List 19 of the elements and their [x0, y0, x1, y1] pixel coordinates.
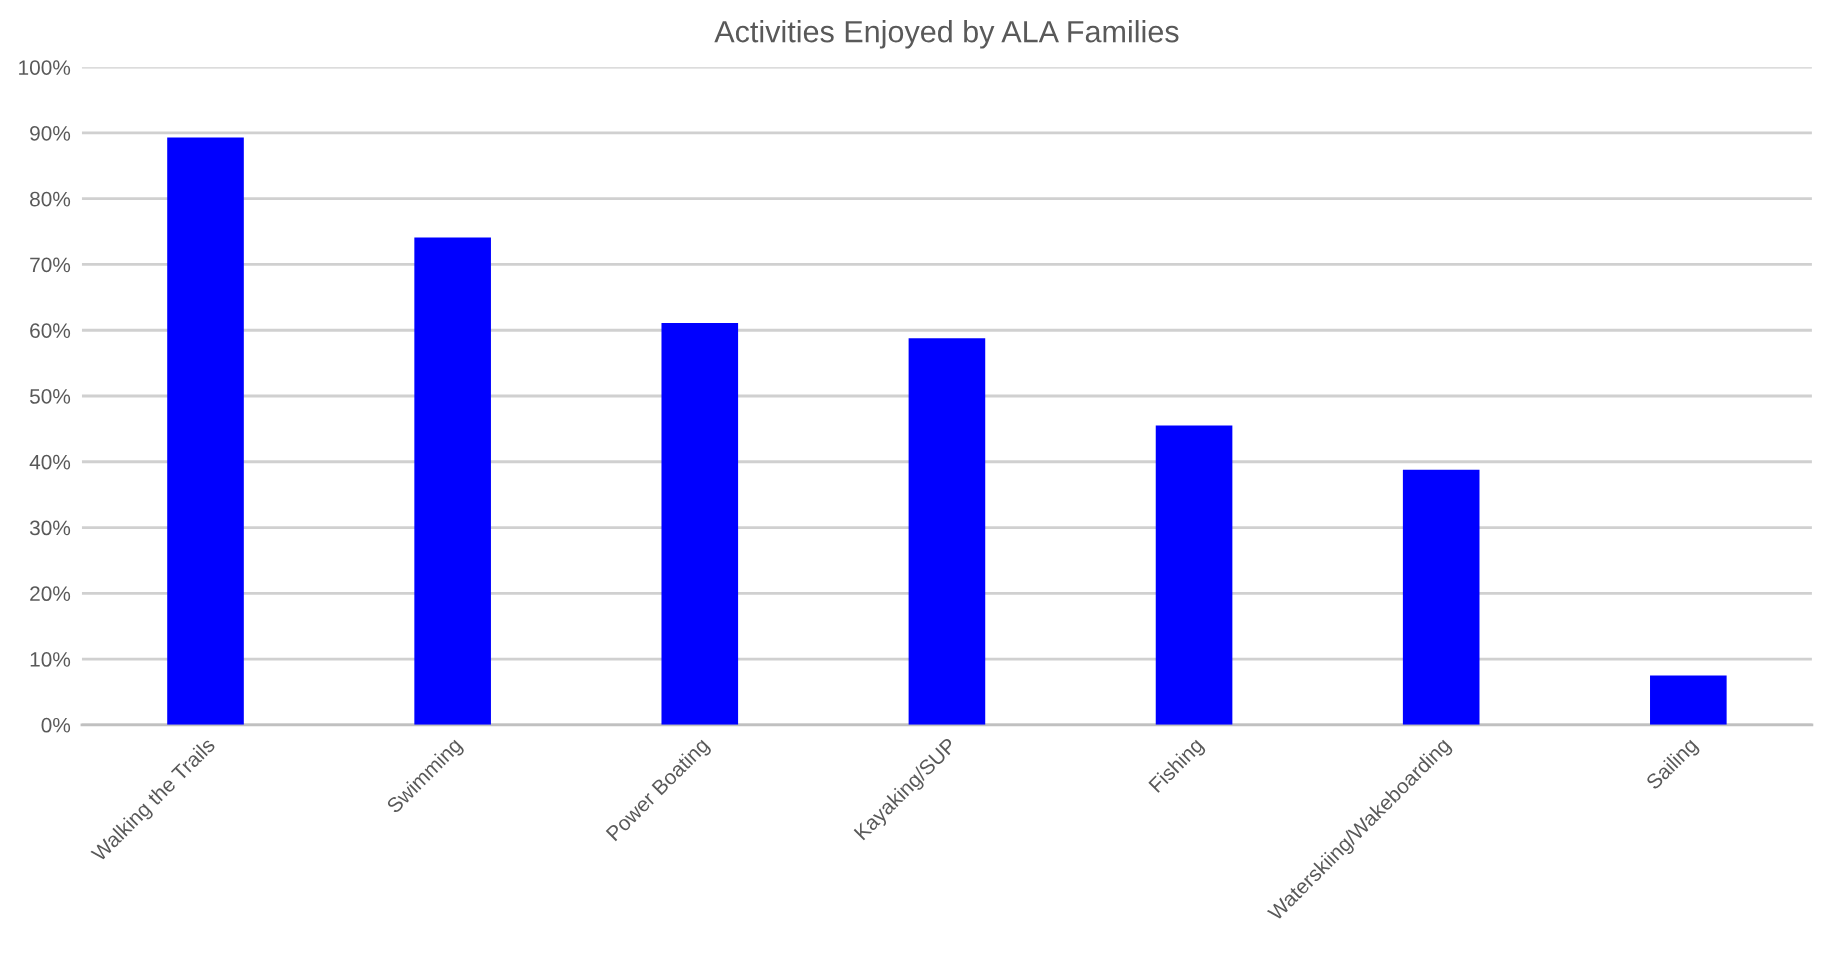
bar	[1650, 675, 1727, 725]
y-tick-label: 70%	[30, 257, 71, 273]
y-tick-label: 50%	[29, 389, 71, 404]
y-tick-label: 40%	[29, 454, 71, 470]
bar	[908, 338, 986, 725]
y-tick-label: 10%	[30, 652, 71, 667]
y-tick-label: 20%	[30, 586, 71, 602]
y-tick-label: 30%	[29, 520, 71, 536]
bar	[661, 323, 739, 725]
chart-title: Activities Enjoyed by ALA Families	[714, 20, 1179, 49]
y-tick-label: 100%	[19, 60, 71, 75]
bar	[1402, 469, 1480, 725]
y-tick-label: 90%	[30, 125, 71, 141]
y-tick-label: 80%	[30, 191, 71, 207]
y-tick-label: 0%	[41, 717, 71, 733]
bar	[414, 237, 491, 725]
y-tick-label: 60%	[30, 323, 71, 338]
bar	[167, 137, 244, 725]
bar	[1155, 425, 1233, 725]
